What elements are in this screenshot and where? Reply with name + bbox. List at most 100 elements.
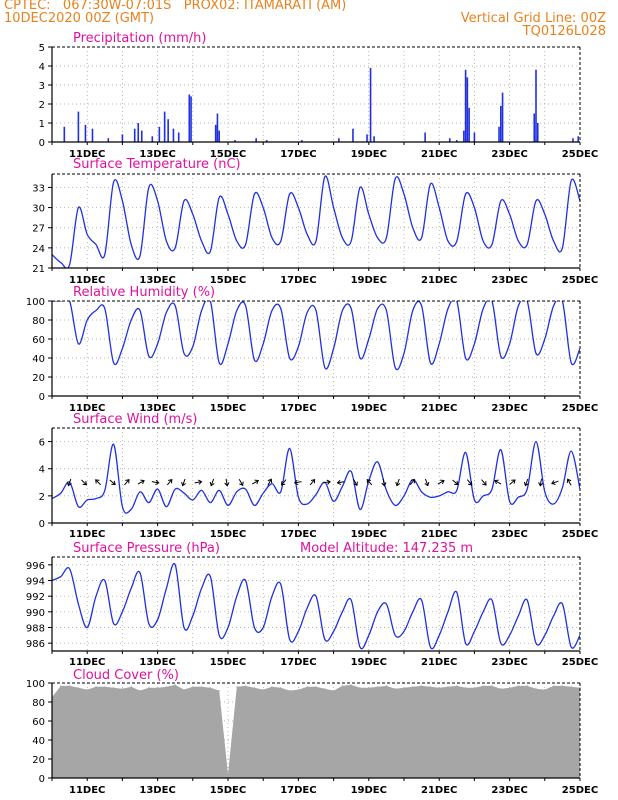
arrow-head: [523, 481, 529, 487]
cloud-cover-point: [271, 686, 273, 688]
wind-direction-arrow: [81, 479, 87, 486]
arrow-shaft: [466, 479, 473, 486]
x-tick-label: 17DEC: [280, 403, 316, 414]
wind-direction-arrow: [523, 478, 529, 487]
panel-title: Cloud Cover (%): [73, 668, 179, 683]
x-tick-label: 19DEC: [351, 149, 387, 160]
y-tick-label: 2: [39, 492, 45, 503]
cloud-cover-point: [456, 685, 458, 687]
y-tick-label: 40: [32, 354, 45, 365]
y-tick-label: 100: [26, 297, 45, 308]
wind-direction-arrow: [452, 479, 459, 486]
series-line: [52, 175, 580, 268]
arrow-head: [482, 481, 487, 486]
x-tick-label: 21DEC: [421, 275, 457, 286]
y-tick-label: 0: [39, 138, 45, 149]
wind-direction-arrow: [267, 478, 273, 486]
precip-bar: [255, 138, 257, 142]
y-tick-label: 30: [32, 204, 45, 215]
arrow-head: [566, 478, 572, 484]
arrow-shaft: [396, 478, 400, 486]
precip-bar: [369, 67, 372, 142]
y-tick-label: 21: [32, 264, 45, 275]
x-tick-label: 23DEC: [491, 149, 527, 160]
arrow-shaft: [109, 479, 116, 485]
precip-bar: [463, 130, 465, 142]
x-tick-label: 19DEC: [351, 403, 387, 414]
arrow-shaft: [524, 478, 529, 486]
arrow-head: [336, 479, 342, 485]
cloud-cover-point: [121, 688, 123, 690]
x-tick-label: 15DEC: [210, 529, 246, 540]
x-tick-label: 19DEC: [351, 785, 387, 796]
panel-3: [48, 300, 581, 399]
x-tick-label: 15DEC: [210, 403, 246, 414]
arrow-shaft: [95, 479, 101, 486]
arrow-head: [140, 479, 145, 485]
arrow-head: [381, 482, 387, 487]
wind-direction-arrow: [538, 478, 544, 487]
arrow-head: [224, 482, 230, 487]
cloud-cover-point: [253, 687, 255, 689]
wind-direction-arrow: [238, 479, 244, 487]
wind-direction-arrow: [353, 479, 358, 487]
panel-2: [48, 173, 581, 271]
panel-title: Relative Humidity (%): [73, 285, 215, 300]
x-tick-label: 23DEC: [491, 275, 527, 286]
arrow-shaft: [509, 479, 516, 485]
arrow-head: [82, 481, 87, 486]
wind-direction-arrow: [66, 478, 72, 487]
precip-bar: [466, 77, 469, 142]
panel-title: Precipitation (mm/h): [73, 31, 206, 46]
x-tick-label: 11DEC: [69, 785, 105, 796]
precip-bar: [77, 111, 80, 142]
precip-bar: [91, 128, 94, 142]
y-tick-label: 2: [39, 100, 45, 111]
y-tick-label: 80: [32, 698, 45, 709]
arrow-shaft: [567, 479, 572, 486]
cloud-cover-point: [377, 686, 379, 688]
cloud-cover-point: [561, 685, 564, 687]
cloud-cover-point: [341, 685, 343, 687]
precip-bar: [214, 124, 217, 142]
y-tick-label: 4: [39, 62, 45, 73]
x-tick-label: 11DEC: [69, 403, 105, 414]
y-tick-label: 100: [26, 679, 45, 690]
x-tick-label: 23DEC: [491, 529, 527, 540]
x-tick-label: 25DEC: [562, 785, 598, 796]
cloud-cover-point: [491, 685, 493, 687]
cloud-cover-point: [227, 773, 229, 775]
arrow-shaft: [353, 479, 358, 486]
y-tick-label: 986: [26, 639, 45, 650]
x-tick-label: 21DEC: [421, 657, 457, 668]
cloud-cover-area: [52, 684, 580, 778]
precip-bar: [535, 69, 537, 142]
cloud-cover-point: [570, 686, 572, 688]
wind-direction-arrow: [181, 478, 187, 487]
x-tick-label: 25DEC: [562, 657, 598, 668]
x-tick-label: 13DEC: [139, 149, 175, 160]
x-tick-label: 21DEC: [421, 529, 457, 540]
arrow-shaft: [366, 479, 373, 486]
precip-bar: [533, 113, 536, 142]
precip-bar: [464, 69, 467, 142]
cloud-cover-point: [403, 687, 405, 689]
arrow-shaft: [194, 481, 202, 484]
y-tick-label: 60: [32, 335, 45, 346]
cloud-cover-point: [236, 686, 238, 688]
wind-direction-arrow: [381, 478, 387, 487]
y-tick-label: 60: [32, 717, 45, 728]
wind-direction-arrow: [437, 479, 445, 485]
x-tick-label: 25DEC: [562, 403, 598, 414]
precip-bar: [63, 126, 66, 142]
arrow-head: [410, 478, 416, 484]
arrow-shaft: [337, 481, 345, 484]
arrow-head: [155, 479, 160, 485]
cloud-cover-point: [104, 686, 106, 688]
wind-direction-arrow: [323, 479, 331, 485]
wind-direction-arrow: [466, 479, 473, 486]
y-tick-label: 20: [32, 373, 45, 384]
precip-bar: [577, 136, 580, 142]
arrow-shaft: [182, 478, 186, 486]
